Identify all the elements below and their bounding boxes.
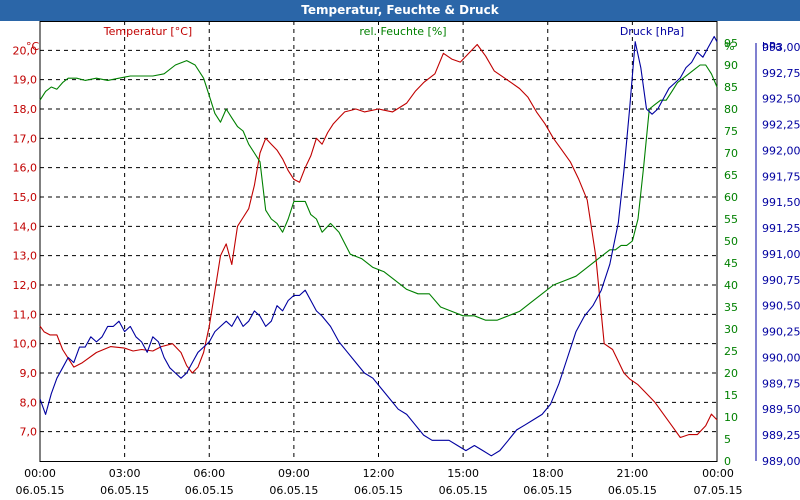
axis-labels: 7,0 8,0 9,0 10,0 11,0 12,0 13,0 14,0 15,0 16,0 17,… bbox=[13, 25, 800, 497]
x-time-label: 15:00 bbox=[447, 467, 479, 480]
humidity-tick-label: 75 bbox=[724, 125, 738, 138]
series-line-temperatur bbox=[39, 43, 718, 439]
chart-canvas: 7,0 8,0 9,0 10,0 11,0 12,0 13,0 14,0 15,0 16,0 17,… bbox=[0, 21, 800, 500]
data-series bbox=[39, 35, 718, 457]
x-date-label: 06.05.15 bbox=[439, 484, 488, 497]
pressure-tick-label: 990,00 bbox=[762, 351, 800, 364]
plot-area bbox=[0, 21, 800, 500]
pressure-tick-label: 992,75 bbox=[762, 67, 800, 80]
temperature-unit-label: °C bbox=[26, 40, 40, 53]
humidity-tick-label: 55 bbox=[724, 213, 738, 226]
pressure-tick-label: 990,25 bbox=[762, 326, 800, 339]
humidity-tick-label: 60 bbox=[724, 191, 738, 204]
x-time-label: 03:00 bbox=[109, 467, 141, 480]
x-date-label: 06.05.15 bbox=[16, 484, 65, 497]
legend-label: Temperatur [°C] bbox=[103, 25, 192, 38]
temperature-tick-label: 12,0 bbox=[13, 279, 38, 292]
pressure-tick-label: 992,00 bbox=[762, 144, 800, 157]
humidity-tick-label: 70 bbox=[724, 147, 738, 160]
pressure-tick-label: 993,00 bbox=[762, 41, 800, 54]
pressure-tick-label: 990,50 bbox=[762, 300, 800, 313]
pressure-tick-label: 992,25 bbox=[762, 119, 800, 132]
pressure-tick-label: 989,00 bbox=[762, 455, 800, 468]
temperature-tick-label: 7,0 bbox=[20, 426, 38, 439]
x-time-label: 06:00 bbox=[193, 467, 225, 480]
plot-frame bbox=[39, 21, 757, 462]
x-time-label: 00:00 bbox=[702, 467, 734, 480]
humidity-tick-label: 15 bbox=[724, 389, 738, 402]
x-time-label: 12:00 bbox=[363, 467, 395, 480]
humidity-tick-label: 95 bbox=[724, 37, 738, 50]
temperature-tick-label: 15,0 bbox=[13, 191, 38, 204]
humidity-tick-label: 10 bbox=[724, 411, 738, 424]
legend-label: rel. Feuchte [%] bbox=[359, 25, 446, 38]
humidity-tick-label: 35 bbox=[724, 301, 738, 314]
pressure-tick-label: 990,75 bbox=[762, 274, 800, 287]
series-line-druck bbox=[39, 35, 718, 457]
x-time-label: 09:00 bbox=[278, 467, 310, 480]
humidity-unit-label: % bbox=[724, 40, 734, 53]
humidity-tick-label: 90 bbox=[724, 59, 738, 72]
temperature-tick-label: 19,0 bbox=[13, 74, 38, 87]
x-date-label: 06.05.15 bbox=[269, 484, 318, 497]
pressure-tick-label: 989,75 bbox=[762, 377, 800, 390]
x-time-label: 18:00 bbox=[532, 467, 564, 480]
humidity-tick-label: 5 bbox=[724, 433, 731, 446]
x-date-label: 06.05.15 bbox=[100, 484, 149, 497]
x-date-label: 06.05.15 bbox=[523, 484, 572, 497]
humidity-tick-label: 45 bbox=[724, 257, 738, 270]
pressure-tick-label: 991,75 bbox=[762, 170, 800, 183]
pressure-tick-label: 991,00 bbox=[762, 248, 800, 261]
humidity-tick-label: 80 bbox=[724, 103, 738, 116]
humidity-tick-label: 25 bbox=[724, 345, 738, 358]
humidity-tick-label: 65 bbox=[724, 169, 738, 182]
x-date-label: 06.05.15 bbox=[354, 484, 403, 497]
temperature-tick-label: 9,0 bbox=[20, 367, 38, 380]
humidity-tick-label: 50 bbox=[724, 235, 738, 248]
pressure-tick-label: 989,25 bbox=[762, 429, 800, 442]
chart-title: Temperatur, Feuchte & Druck bbox=[0, 0, 800, 21]
x-date-label: 07.05.15 bbox=[694, 484, 743, 497]
temperature-tick-label: 17,0 bbox=[13, 132, 38, 145]
pressure-tick-label: 991,50 bbox=[762, 196, 800, 209]
temperature-tick-label: 20,0 bbox=[13, 44, 38, 57]
series-line-rel-feuchte bbox=[39, 60, 718, 321]
temperature-tick-label: 10,0 bbox=[13, 338, 38, 351]
x-date-label: 06.05.15 bbox=[185, 484, 234, 497]
legend-label: Druck [hPa] bbox=[620, 25, 684, 38]
pressure-tick-label: 989,50 bbox=[762, 403, 800, 416]
temperature-tick-label: 14,0 bbox=[13, 220, 38, 233]
humidity-tick-label: 85 bbox=[724, 81, 738, 94]
temperature-tick-label: 16,0 bbox=[13, 162, 38, 175]
humidity-tick-label: 30 bbox=[724, 323, 738, 336]
frame-rect bbox=[39, 21, 718, 462]
temperature-tick-label: 18,0 bbox=[13, 103, 38, 116]
pressure-tick-label: 992,50 bbox=[762, 93, 800, 106]
x-date-label: 06.05.15 bbox=[608, 484, 657, 497]
humidity-tick-label: 20 bbox=[724, 367, 738, 380]
temperature-tick-label: 13,0 bbox=[13, 250, 38, 263]
pressure-unit-label: hPa bbox=[762, 40, 782, 53]
pressure-tick-label: 991,25 bbox=[762, 222, 800, 235]
x-time-label: 21:00 bbox=[617, 467, 649, 480]
x-time-label: 00:00 bbox=[24, 467, 56, 480]
temperature-tick-label: 8,0 bbox=[20, 396, 38, 409]
humidity-tick-label: 0 bbox=[724, 455, 731, 468]
humidity-tick-label: 40 bbox=[724, 279, 738, 292]
temperature-tick-label: 11,0 bbox=[13, 308, 38, 321]
